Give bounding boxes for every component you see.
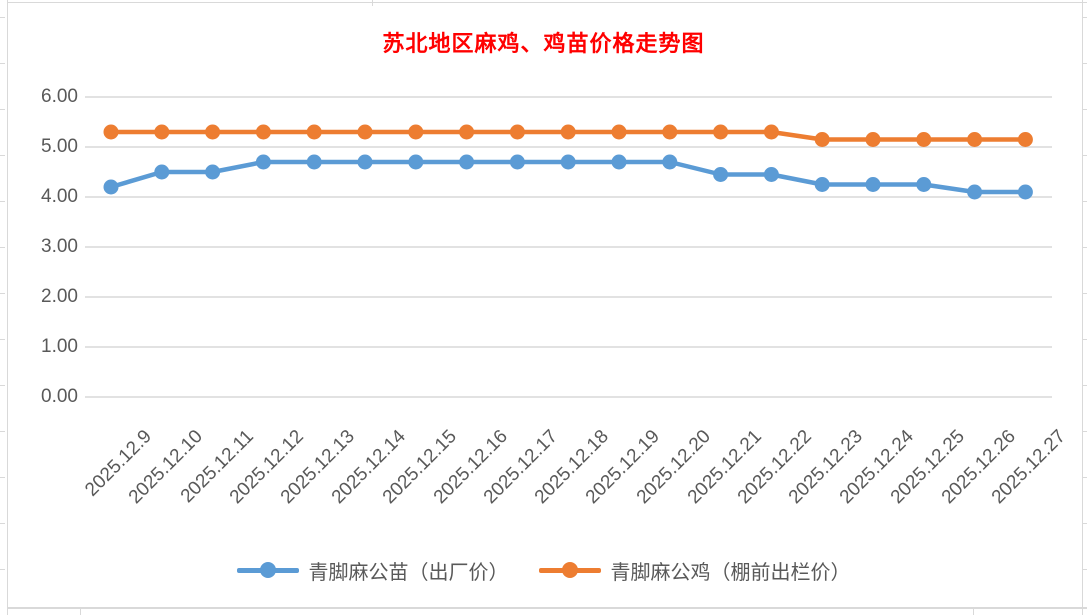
sheet-row-stub xyxy=(0,523,5,524)
y-tick-label: 4.00 xyxy=(41,186,78,207)
data-point-marker xyxy=(560,154,576,170)
data-point-marker xyxy=(154,124,170,140)
data-point-marker xyxy=(1017,132,1033,147)
data-point-marker xyxy=(611,124,627,140)
data-point-marker xyxy=(205,164,221,180)
data-point-marker xyxy=(662,124,678,140)
data-point-marker xyxy=(357,154,373,170)
data-point-marker xyxy=(306,154,322,170)
sheet-col-line-left xyxy=(7,0,8,615)
data-point-marker xyxy=(916,132,932,147)
sheet-row-stub xyxy=(0,431,5,432)
sheet-row-line-bottom xyxy=(7,607,1087,609)
sheet-row-stub xyxy=(0,477,5,478)
data-point-marker xyxy=(916,177,932,192)
data-point-marker xyxy=(560,124,576,140)
data-point-marker xyxy=(103,124,119,140)
data-point-marker xyxy=(509,154,525,170)
sheet-row-stub xyxy=(1082,569,1087,570)
data-point-marker xyxy=(509,124,525,140)
sheet-row-stub xyxy=(0,385,5,386)
sheet-col-stub-bottom-2 xyxy=(973,608,974,615)
y-tick-label: 6.00 xyxy=(41,86,78,107)
data-point-marker xyxy=(865,177,881,192)
sheet-row-stub xyxy=(1082,293,1087,294)
data-point-marker xyxy=(967,132,983,147)
data-point-marker xyxy=(713,124,729,140)
data-point-marker xyxy=(459,124,475,140)
sheet-row-stub xyxy=(0,155,5,156)
legend-label: 青脚麻公苗（出厂价） xyxy=(308,561,509,584)
legend-label: 青脚麻公鸡（棚前出栏价） xyxy=(610,561,851,584)
data-point-marker xyxy=(967,184,983,200)
data-point-marker xyxy=(814,177,830,192)
y-tick-label: 1.00 xyxy=(41,336,78,357)
sheet-row-stub xyxy=(0,201,5,202)
data-point-marker xyxy=(408,154,424,170)
sheet-row-stub xyxy=(1082,523,1087,524)
sheet-row-stub xyxy=(1082,109,1087,110)
sheet-row-stub xyxy=(0,339,5,340)
y-tick-label: 0.00 xyxy=(41,386,78,407)
data-point-marker xyxy=(306,124,322,140)
legend-item: 青脚麻公苗（出厂价） xyxy=(236,556,509,585)
data-point-marker xyxy=(662,154,678,170)
legend-item: 青脚麻公鸡（棚前出栏价） xyxy=(538,556,851,585)
legend-line-marker-icon xyxy=(236,562,299,578)
sheet-row-stub xyxy=(0,293,5,294)
sheet-row-stub xyxy=(1082,477,1087,478)
sheet-row-stub xyxy=(1082,155,1087,156)
sheet-row-stub xyxy=(0,109,5,110)
data-point-marker xyxy=(103,179,119,195)
sheet-col-stub-top xyxy=(372,0,373,6)
sheet-row-stub xyxy=(1082,431,1087,432)
data-point-marker xyxy=(763,167,779,182)
data-point-marker xyxy=(205,124,221,140)
data-point-marker xyxy=(408,124,424,140)
data-point-marker xyxy=(255,124,271,140)
data-point-marker xyxy=(713,167,729,182)
sheet-row-stub xyxy=(0,247,5,248)
data-point-marker xyxy=(611,154,627,170)
data-point-marker xyxy=(154,164,170,180)
legend: 青脚麻公苗（出厂价） 青脚麻公鸡（棚前出栏价） xyxy=(0,552,1087,588)
data-point-marker xyxy=(1017,184,1033,200)
y-tick-label: 5.00 xyxy=(41,136,78,157)
data-point-marker xyxy=(459,154,475,170)
sheet-row-stub xyxy=(1082,247,1087,248)
chart-title: 苏北地区麻鸡、鸡苗价格走势图 xyxy=(382,31,705,57)
data-point-marker xyxy=(865,132,881,147)
sheet-row-stub xyxy=(0,569,5,570)
sheet-row-stub xyxy=(1082,385,1087,386)
sheet-row-stub xyxy=(1082,17,1087,18)
y-tick-label: 2.00 xyxy=(41,286,78,307)
sheet-row-stub xyxy=(1082,63,1087,64)
data-point-marker xyxy=(814,132,830,147)
data-point-marker xyxy=(763,124,779,140)
sheet-row-stub xyxy=(0,17,5,18)
data-point-marker xyxy=(255,154,271,170)
sheet-row-stub xyxy=(1082,201,1087,202)
y-tick-label: 3.00 xyxy=(41,236,78,257)
sheet-col-stub-bottom-1 xyxy=(80,608,81,615)
legend-line-marker-icon xyxy=(538,562,601,578)
data-point-marker xyxy=(357,124,373,140)
sheet-row-stub xyxy=(1082,339,1087,340)
sheet-col-line-right xyxy=(1082,0,1083,615)
sheet-row-stub xyxy=(0,63,5,64)
sheet-row-line-top xyxy=(7,2,1087,3)
